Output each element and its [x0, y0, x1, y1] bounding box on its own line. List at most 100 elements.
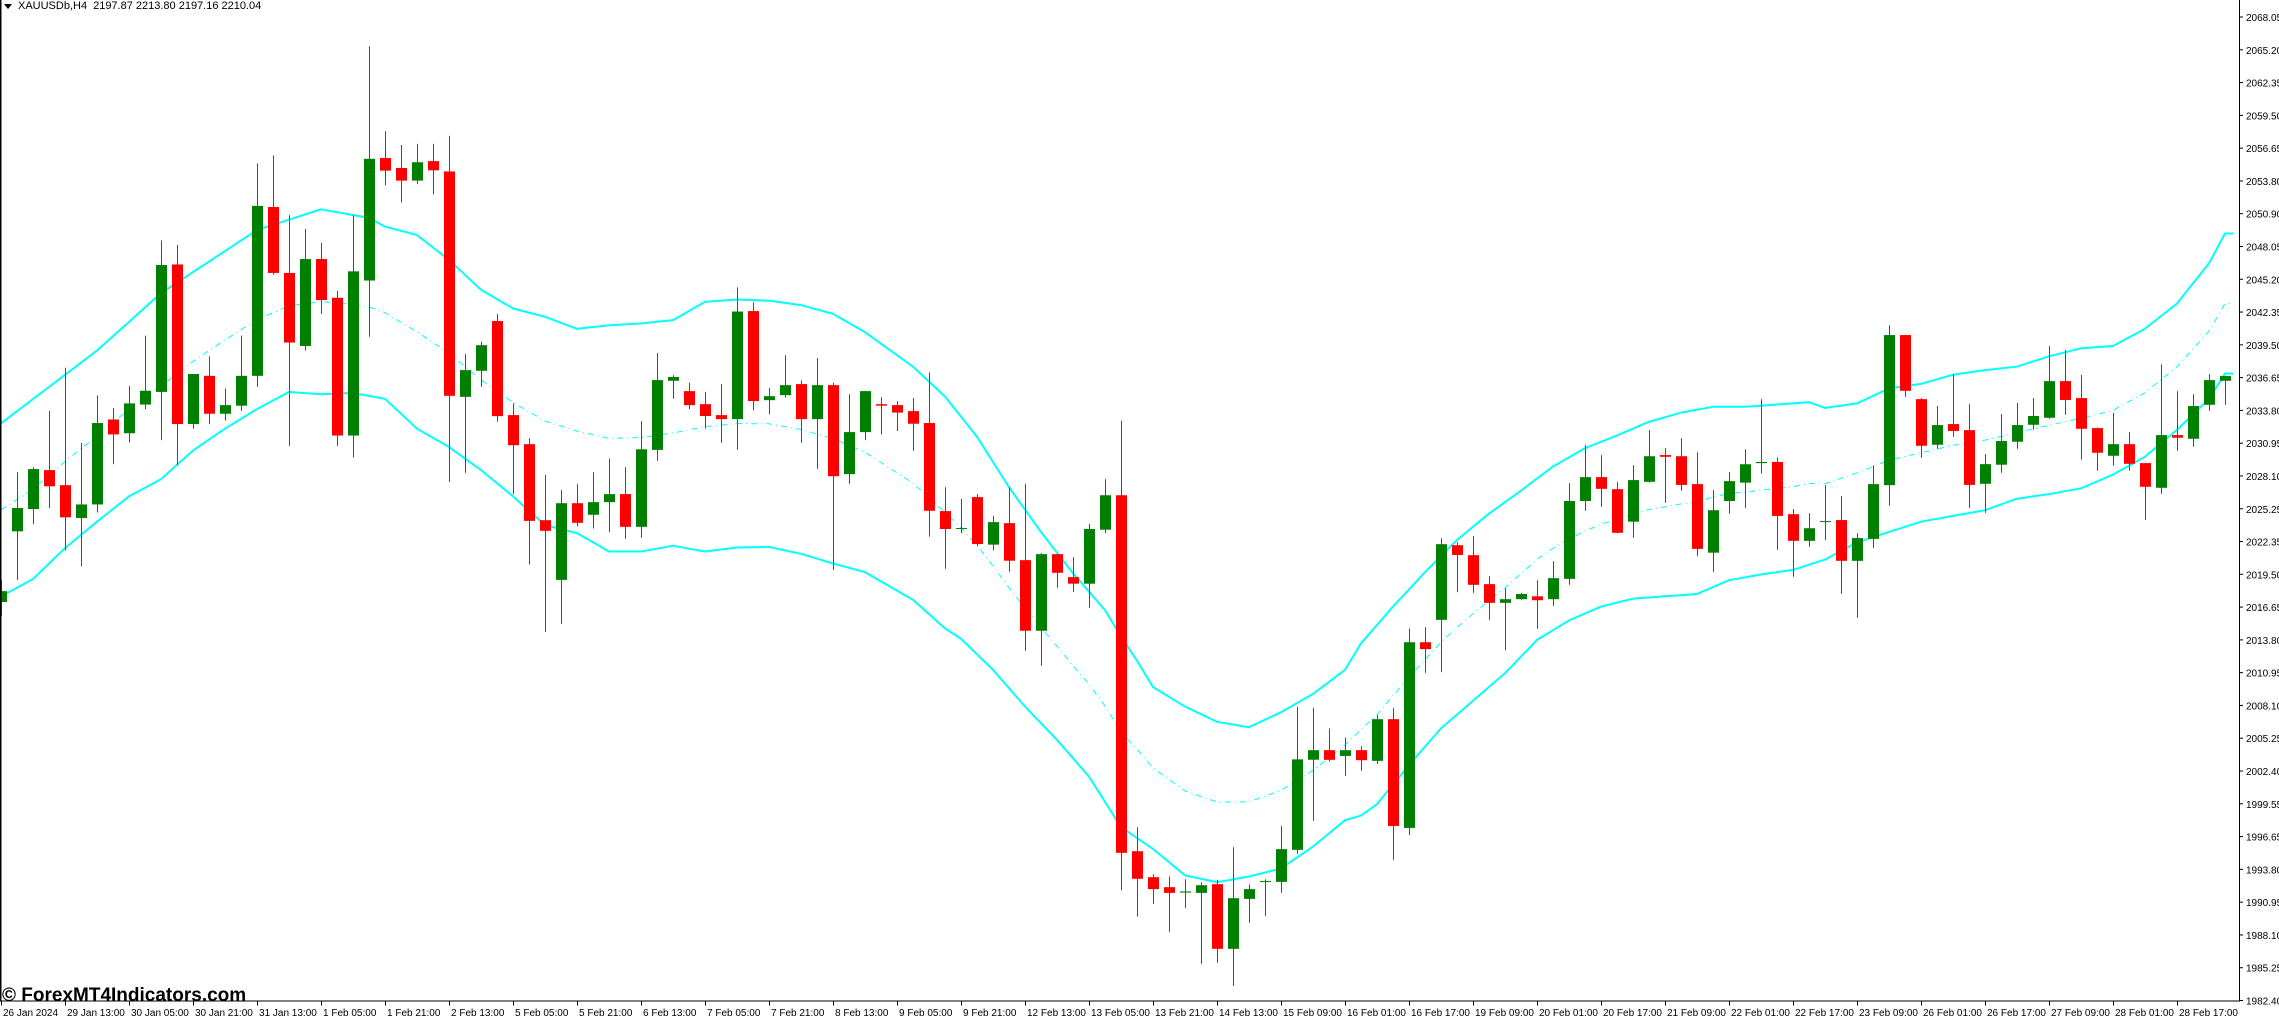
bearish-candle [380, 131, 391, 186]
bearish-candle [924, 372, 935, 537]
candle-body [1324, 750, 1335, 760]
time-tick-label: 26 Feb 17:00 [1987, 1008, 2046, 1019]
bullish-candle [556, 490, 567, 624]
candle-body [284, 272, 295, 343]
candle-body [2044, 381, 2055, 418]
time-tick-label: 15 Feb 09:00 [1283, 1008, 1342, 1019]
dropdown-triangle-icon[interactable] [4, 3, 12, 9]
time-tick-label: 2 Feb 13:00 [451, 1008, 505, 1019]
time-tick-label: 12 Feb 13:00 [1027, 1008, 1086, 1019]
bullish-candle [988, 515, 999, 551]
bullish-candle [28, 467, 39, 524]
bullish-candle [1548, 561, 1559, 606]
bullish-candle [76, 443, 87, 567]
candle-body [1116, 495, 1127, 853]
bullish-candle [140, 335, 151, 410]
candle-body [1052, 554, 1063, 573]
candle-body [1692, 484, 1703, 549]
candle-body [1820, 521, 1831, 523]
bullish-candle [220, 388, 231, 421]
bearish-candle [2076, 375, 2087, 460]
time-tick-label: 31 Jan 13:00 [259, 1008, 317, 1019]
bullish-candle [300, 228, 311, 351]
price-tick-label: 1996.65 [2246, 833, 2279, 844]
bullish-candle [1980, 454, 1991, 513]
price-tick-label: 2045.20 [2246, 275, 2279, 286]
candle-body [940, 511, 951, 530]
candle-body [2028, 416, 2039, 425]
bullish-candle [1260, 879, 1271, 916]
candle-body [1772, 461, 1783, 516]
time-tick-label: 9 Feb 05:00 [899, 1008, 953, 1019]
time-tick-label: 5 Feb 05:00 [515, 1008, 569, 1019]
bearish-candle [876, 397, 887, 435]
candle-body [2124, 444, 2135, 464]
candle-body [1788, 514, 1799, 541]
candle-body [1916, 399, 1927, 446]
bullish-candle [1228, 847, 1239, 986]
time-tick-label: 30 Jan 21:00 [195, 1008, 253, 1019]
price-tick-label: 2048.05 [2246, 242, 2279, 253]
bullish-candle [156, 240, 167, 441]
bearish-candle [1660, 448, 1671, 503]
candle-body [556, 503, 567, 580]
bullish-candle [1100, 479, 1111, 534]
candle-body [988, 522, 999, 545]
candle-body [1004, 523, 1015, 561]
time-tick-label: 1 Feb 05:00 [323, 1008, 377, 1019]
bullish-candle [12, 472, 23, 580]
price-tick-label: 2056.65 [2246, 144, 2279, 155]
bearish-candle [1916, 398, 1927, 458]
candle-body [1388, 719, 1399, 826]
bearish-candle [1420, 627, 1431, 673]
price-tick-label: 2065.20 [2246, 46, 2279, 57]
bullish-candle [1372, 715, 1383, 764]
bearish-candle [620, 467, 631, 539]
bearish-candle [1004, 487, 1015, 572]
candle-body [588, 502, 599, 515]
bearish-candle [972, 494, 983, 547]
bearish-candle [1484, 576, 1495, 620]
candle-body [1964, 430, 1975, 485]
price-tick-label: 2059.50 [2246, 111, 2279, 122]
bearish-candle [1356, 746, 1367, 771]
candle-body [1852, 538, 1863, 561]
price-tick-label: 2013.80 [2246, 636, 2279, 647]
candle-body [1740, 464, 1751, 483]
bullish-candle [1340, 737, 1351, 776]
bearish-candle [1900, 335, 1911, 397]
candle-body [684, 391, 695, 406]
bullish-candle [1756, 399, 1767, 474]
candle-body [748, 311, 759, 402]
candle-body [396, 167, 407, 181]
candle-body [1564, 500, 1575, 579]
candle-body [2092, 428, 2103, 453]
candle-body [620, 494, 631, 527]
bearish-candle [1692, 452, 1703, 557]
bearish-candle [684, 382, 695, 410]
bearish-candle [1132, 827, 1143, 917]
bullish-candle [1932, 406, 1943, 449]
candle-body [2188, 406, 2199, 439]
bullish-candle [956, 499, 967, 534]
candle-body [732, 311, 743, 420]
bearish-candle [316, 242, 327, 314]
bullish-candle [2044, 346, 2055, 419]
candle-body [796, 384, 807, 420]
candle-body [1484, 584, 1495, 603]
candle-body [892, 405, 903, 413]
ohlc-readout: 2197.87 2213.80 2197.16 2210.04 [93, 0, 262, 12]
candle-body [1724, 481, 1735, 501]
bullish-candle [1036, 553, 1047, 666]
candle-body [924, 423, 935, 511]
bullish-candle [124, 386, 135, 443]
candle-body [60, 485, 71, 518]
candle-body [348, 271, 359, 436]
bullish-candle [1244, 884, 1255, 923]
price-tick-label: 2042.35 [2246, 308, 2279, 319]
time-tick-label: 23 Feb 09:00 [1859, 1008, 1918, 1019]
time-tick-label: 8 Feb 13:00 [835, 1008, 889, 1019]
bearish-candle [828, 382, 839, 570]
bearish-candle [1164, 876, 1175, 932]
